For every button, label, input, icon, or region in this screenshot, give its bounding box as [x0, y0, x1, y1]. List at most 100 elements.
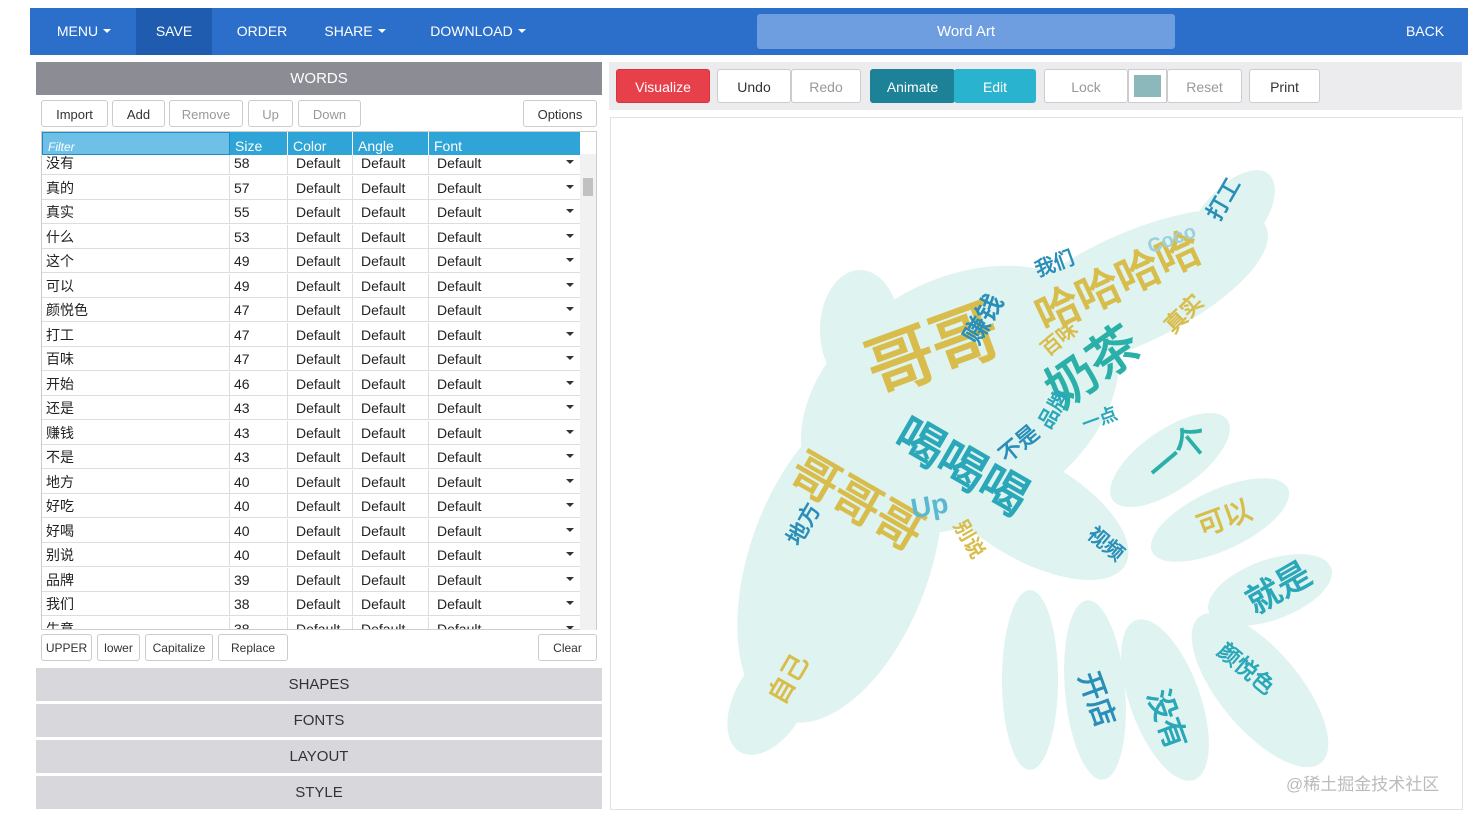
word-field: 40	[230, 543, 288, 567]
word-cell: 不是	[42, 445, 230, 469]
word-field[interactable]: Default	[288, 543, 353, 567]
word-field[interactable]: Default	[353, 175, 429, 200]
toolbar-button[interactable]: Down	[298, 100, 361, 127]
word-field[interactable]: Default	[288, 249, 353, 273]
word-field[interactable]: Default	[353, 567, 429, 592]
column-header[interactable]: Filter	[42, 132, 230, 155]
words-header[interactable]: WORDS	[36, 62, 602, 95]
word-field[interactable]: Default	[353, 249, 429, 273]
word-field[interactable]: Default	[288, 494, 353, 518]
canvas	[610, 117, 1463, 810]
word-field[interactable]: Default	[288, 151, 353, 175]
toolbar-button[interactable]: Import	[41, 100, 108, 127]
word-field[interactable]: Default	[353, 420, 429, 445]
case-button[interactable]: Capitalize	[145, 634, 213, 661]
word-field[interactable]: Default	[288, 445, 353, 469]
word-field[interactable]: Default	[353, 151, 429, 175]
word-field: 38	[230, 616, 288, 629]
section-header[interactable]: FONTS	[36, 704, 602, 737]
word-field[interactable]: Default	[353, 469, 429, 494]
word-field[interactable]: Default	[353, 224, 429, 249]
save-button[interactable]: SAVE	[136, 8, 212, 55]
word-field[interactable]: Default	[288, 396, 353, 420]
case-button[interactable]: UPPER	[41, 634, 92, 661]
word-cell: 百味	[42, 347, 230, 371]
share-button[interactable]: SHARE	[315, 8, 395, 55]
scrollbar[interactable]	[580, 154, 596, 630]
order-button[interactable]: ORDER	[226, 8, 298, 55]
word-field[interactable]: Default	[353, 347, 429, 371]
word-field[interactable]: Default	[353, 371, 429, 396]
toolbar-button[interactable]: Add	[112, 100, 165, 127]
word-cell: 开始	[42, 371, 230, 396]
word-field: 47	[230, 347, 288, 371]
word-field[interactable]: Default	[288, 224, 353, 249]
word-field[interactable]: Default	[288, 371, 353, 396]
clear-button[interactable]: Clear	[538, 634, 597, 661]
word-field[interactable]: Default	[288, 347, 353, 371]
word-field[interactable]: Default	[288, 469, 353, 494]
section-header[interactable]: LAYOUT	[36, 740, 602, 773]
word-field[interactable]: Default	[353, 273, 429, 298]
word-field[interactable]: Default	[353, 445, 429, 469]
word-field[interactable]: Default	[353, 518, 429, 543]
word-field[interactable]: Default	[288, 567, 353, 592]
word-field[interactable]: Default	[288, 592, 353, 616]
word-cell: 好喝	[42, 518, 230, 543]
word-field[interactable]: Default	[353, 322, 429, 347]
lock-button[interactable]: Lock	[1044, 69, 1128, 103]
word-field[interactable]: Default	[353, 543, 429, 567]
cloud-word: Up	[909, 487, 951, 524]
word-field[interactable]: Default	[353, 616, 429, 629]
download-button[interactable]: DOWNLOAD	[420, 8, 536, 55]
word-field[interactable]: Default	[353, 592, 429, 616]
case-button[interactable]: lower	[97, 634, 140, 661]
word-field[interactable]: Default	[288, 175, 353, 200]
word-field[interactable]: Default	[353, 494, 429, 518]
word-field: 46	[230, 371, 288, 396]
word-cell: 打工	[42, 322, 230, 347]
word-field[interactable]: Default	[288, 298, 353, 322]
word-field[interactable]: Default	[288, 616, 353, 629]
word-field[interactable]: Default	[288, 518, 353, 543]
redo-button[interactable]: Redo	[791, 69, 861, 103]
word-field[interactable]: Default	[288, 322, 353, 347]
undo-button[interactable]: Undo	[717, 69, 791, 103]
word-field[interactable]: Default	[353, 200, 429, 224]
word-cell: 还是	[42, 396, 230, 420]
animate-button[interactable]: Animate	[870, 69, 955, 103]
word-field[interactable]: Default	[353, 298, 429, 322]
color-swatch[interactable]	[1128, 69, 1167, 103]
word-field: 38	[230, 592, 288, 616]
word-field[interactable]: Default	[288, 420, 353, 445]
word-cell: 颜悦色	[42, 298, 230, 322]
visualize-button[interactable]: Visualize	[616, 69, 710, 103]
word-cell: 别说	[42, 543, 230, 567]
edit-button[interactable]: Edit	[954, 69, 1036, 103]
word-field[interactable]: Default	[288, 273, 353, 298]
word-cell: 赚钱	[42, 420, 230, 445]
word-field[interactable]: Default	[353, 396, 429, 420]
word-field: 47	[230, 298, 288, 322]
section-header[interactable]: STYLE	[36, 776, 602, 809]
toolbar-button[interactable]: Remove	[169, 100, 243, 127]
word-field: 40	[230, 518, 288, 543]
case-button[interactable]: Replace	[218, 634, 288, 661]
reset-button[interactable]: Reset	[1167, 69, 1242, 103]
print-button[interactable]: Print	[1249, 69, 1320, 103]
label: MENU	[56, 23, 99, 39]
back-button[interactable]: BACK	[1390, 8, 1460, 55]
word-cell: 地方	[42, 469, 230, 494]
toolbar-button[interactable]: Up	[248, 100, 293, 127]
section-header[interactable]: SHAPES	[36, 668, 602, 701]
menu-button[interactable]: MENU	[44, 8, 124, 55]
word-field[interactable]: Default	[288, 200, 353, 224]
column-header: Angle	[353, 132, 429, 155]
options-button[interactable]: Options	[523, 100, 597, 127]
label: SHARE	[324, 23, 373, 39]
scroll-thumb[interactable]	[583, 178, 593, 196]
words-table: 没有 58 Default Default Default 真的 57 Default Defa…	[41, 131, 597, 630]
cloud-shape	[727, 170, 1332, 781]
